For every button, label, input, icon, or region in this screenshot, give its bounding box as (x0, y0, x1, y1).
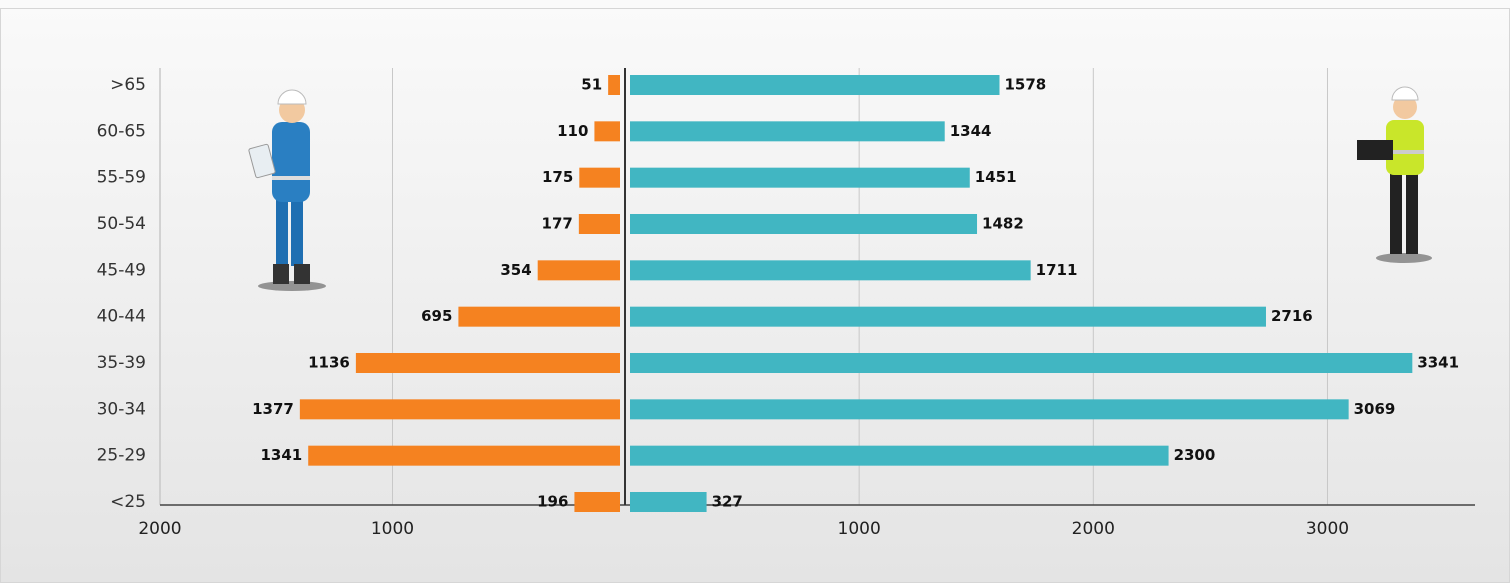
female-worker-illustration (248, 89, 326, 291)
category-label: 50-54 (97, 214, 146, 234)
value-label: 110 (557, 122, 588, 140)
x-tick-label: 2000 (1072, 519, 1115, 539)
value-label: 177 (542, 215, 573, 233)
bar (630, 492, 707, 512)
bar (630, 399, 1349, 420)
value-label: 2300 (1174, 446, 1216, 464)
bar (578, 214, 620, 234)
bar (594, 121, 620, 142)
value-label: 51 (581, 76, 602, 94)
value-label: 3069 (1354, 400, 1396, 418)
value-label: 354 (500, 261, 531, 279)
bar (630, 214, 978, 234)
bar (630, 75, 1000, 95)
value-label: 1578 (1005, 76, 1047, 94)
value-label: 1482 (982, 215, 1024, 233)
value-label: 1341 (260, 446, 302, 464)
x-tick-label: 1000 (371, 519, 414, 539)
value-label: 196 (537, 493, 568, 511)
category-label: 55-59 (97, 168, 146, 188)
category-label: >65 (110, 75, 146, 95)
category-label: 30-34 (97, 399, 146, 419)
bar (630, 260, 1031, 281)
bar (458, 306, 620, 327)
value-label: 1344 (950, 122, 992, 140)
bar (630, 167, 970, 188)
x-tick-label: 3000 (1306, 519, 1349, 539)
bar (299, 399, 620, 420)
value-label: 1377 (252, 400, 294, 418)
category-label: 25-29 (97, 446, 146, 466)
category-label: 40-44 (97, 307, 146, 327)
category-label: 35-39 (97, 353, 146, 373)
category-label: 45-49 (97, 260, 146, 280)
x-tick-label: 1000 (838, 519, 881, 539)
value-label: 1711 (1036, 261, 1078, 279)
bar (579, 167, 620, 188)
bar (608, 75, 620, 95)
bar (630, 121, 945, 142)
category-label: 60-65 (97, 121, 146, 141)
bar (355, 353, 620, 373)
bar (574, 492, 620, 512)
bar (308, 445, 620, 466)
value-label: 327 (712, 493, 743, 511)
value-label: 1136 (308, 354, 350, 372)
category-label: <25 (110, 492, 146, 512)
bar (537, 260, 620, 281)
value-label: 175 (542, 168, 573, 186)
bar (630, 445, 1169, 466)
value-label: 695 (421, 307, 452, 325)
value-label: 3341 (1417, 354, 1459, 372)
bar (630, 306, 1266, 327)
x-tick-label: 2000 (138, 519, 181, 539)
value-label: 1451 (975, 168, 1017, 186)
male-worker-illustration (1357, 86, 1432, 263)
bar (630, 353, 1413, 373)
value-label: 2716 (1271, 307, 1313, 325)
